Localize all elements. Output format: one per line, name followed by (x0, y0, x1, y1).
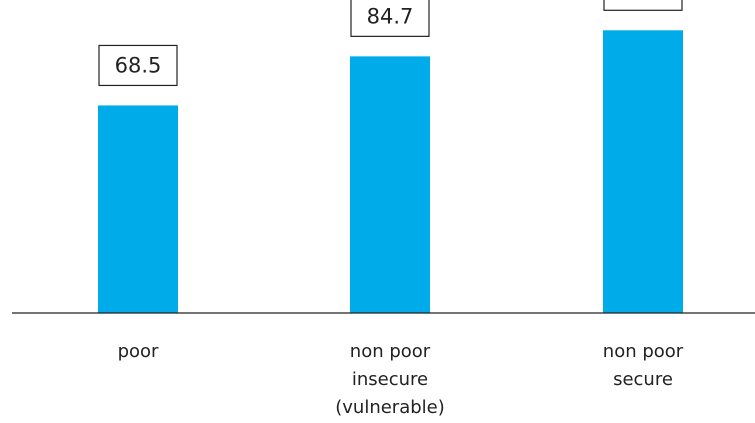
category-label-1-line-1: poor (118, 341, 159, 362)
category-label-2-line-3: (vulnerable) (335, 397, 445, 418)
value-label-3: 93.3 (620, 0, 667, 2)
category-label-2-line-1: non poor (350, 341, 431, 362)
value-label-box-2 (350, 0, 430, 37)
value-label-2: 84.7 (367, 4, 414, 28)
bar-1 (98, 105, 178, 313)
value-label-box-3 (603, 0, 683, 11)
bar-3 (603, 30, 683, 314)
value-label-box-1 (98, 44, 178, 87)
category-label-2-line-2: insecure (352, 369, 428, 390)
category-labels-group: poor non poor insecure (vulnerable) non poor… (118, 341, 684, 418)
bar-2 (350, 56, 430, 313)
value-label-1: 68.5 (115, 53, 162, 77)
category-label-3-line-1: non poor (603, 341, 684, 362)
value-labels-group: 68.5 84.7 93.3 (98, 0, 683, 87)
bars-group (98, 30, 683, 314)
category-label-3-line-2: secure (613, 369, 673, 390)
